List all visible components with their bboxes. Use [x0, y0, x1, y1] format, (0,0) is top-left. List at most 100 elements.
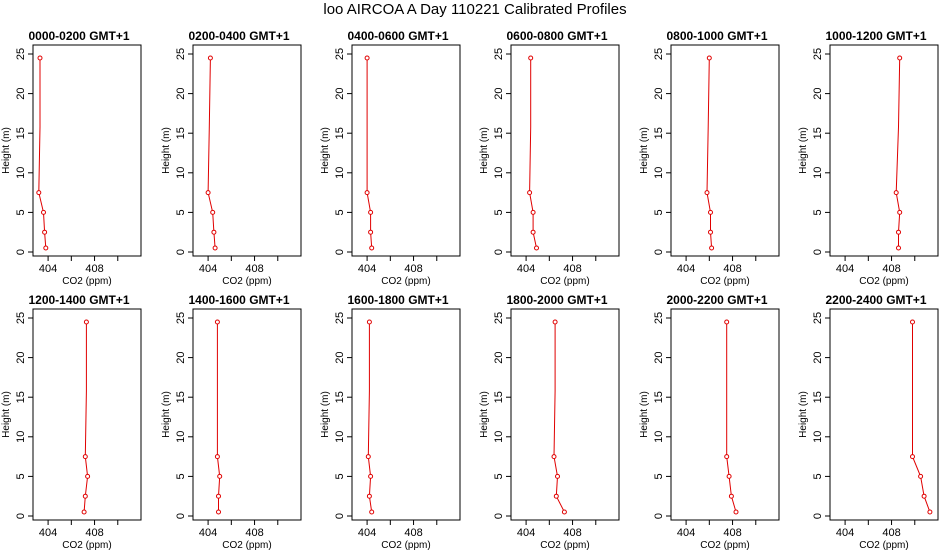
y-axis-label: Height (m) — [639, 127, 650, 174]
plot-frame — [32, 44, 142, 257]
panel-title: 0600-0800 GMT+1 — [506, 29, 607, 43]
x-axis-label: CO2 (ppm) — [62, 540, 111, 550]
data-point — [910, 454, 915, 460]
data-point — [534, 245, 539, 251]
y-tick-label: 10 — [175, 431, 187, 443]
y-tick-label: 15 — [493, 127, 505, 139]
panel-title: 0400-0600 GMT+1 — [347, 29, 448, 43]
data-point — [366, 493, 372, 499]
plot-frame — [510, 44, 620, 257]
y-tick-label: 25 — [15, 48, 27, 60]
x-tick-label: 404 — [39, 527, 57, 539]
profile-line — [726, 322, 737, 513]
x-tick-label: 404 — [39, 263, 57, 275]
plot-frame — [670, 308, 780, 521]
x-tick-label: 404 — [358, 263, 376, 275]
x-tick-label: 408 — [882, 263, 900, 275]
y-tick-label: 25 — [334, 312, 346, 324]
data-point — [85, 473, 91, 479]
profile-line — [83, 322, 89, 513]
x-axis-label: CO2 (ppm) — [381, 276, 430, 287]
data-point — [724, 454, 730, 460]
data-point — [36, 190, 42, 196]
y-tick-label: 20 — [175, 87, 187, 99]
x-axis-label: CO2 (ppm) — [700, 540, 749, 550]
data-point — [897, 55, 903, 61]
x-tick-label: 404 — [677, 527, 695, 539]
y-tick-label: 5 — [493, 473, 505, 479]
panel-title: 0200-0400 GMT+1 — [188, 29, 289, 43]
plot-frame — [829, 44, 939, 257]
y-tick-label: 15 — [334, 391, 346, 403]
profile-line — [706, 57, 713, 249]
y-tick-label: 0 — [175, 513, 187, 519]
y-axis-label: Height (m) — [1, 391, 12, 438]
y-tick-label: 20 — [812, 351, 824, 363]
y-tick-label: 0 — [493, 249, 505, 255]
y-axis-label: Height (m) — [479, 127, 490, 174]
y-tick-label: 0 — [653, 513, 665, 519]
panel-title: 1200-1400 GMT+1 — [28, 293, 129, 307]
x-axis-label: CO2 (ppm) — [62, 276, 111, 287]
y-tick-label: 0 — [15, 249, 27, 255]
y-tick-label: 20 — [653, 351, 665, 363]
y-tick-label: 0 — [493, 513, 505, 519]
data-point — [214, 319, 220, 325]
data-point — [733, 509, 739, 515]
y-tick-label: 10 — [653, 167, 665, 179]
y-tick-label: 5 — [15, 209, 27, 215]
y-tick-label: 0 — [175, 249, 187, 255]
data-point — [552, 319, 558, 325]
y-tick-label: 15 — [175, 127, 187, 139]
y-tick-label: 15 — [812, 391, 824, 403]
data-point — [369, 509, 375, 515]
x-axis-label: CO2 (ppm) — [540, 540, 589, 550]
y-tick-label: 15 — [653, 391, 665, 403]
data-point — [216, 509, 221, 515]
y-tick-label: 25 — [653, 312, 665, 324]
y-tick-label: 15 — [653, 127, 665, 139]
panel-title: 1800-2000 GMT+1 — [506, 293, 607, 307]
plot-frame — [510, 308, 620, 521]
plot-frame — [829, 308, 939, 521]
x-tick-label: 404 — [199, 527, 217, 539]
data-point — [728, 493, 734, 499]
panel-title: 1400-1600 GMT+1 — [188, 293, 289, 307]
y-tick-label: 20 — [493, 87, 505, 99]
y-tick-label: 25 — [812, 48, 824, 60]
x-tick-label: 404 — [836, 263, 854, 275]
plot-frame — [192, 44, 302, 257]
panel-title: 1000-1200 GMT+1 — [825, 29, 926, 43]
data-point — [41, 209, 46, 215]
y-tick-label: 10 — [493, 431, 505, 443]
y-tick-label: 10 — [653, 431, 665, 443]
data-point — [555, 473, 560, 479]
x-tick-label: 408 — [563, 527, 581, 539]
y-axis-label: Height (m) — [798, 127, 809, 174]
y-tick-label: 10 — [812, 167, 824, 179]
data-point — [211, 229, 217, 235]
y-tick-label: 0 — [334, 249, 346, 255]
x-axis-label: CO2 (ppm) — [540, 276, 589, 287]
y-tick-label: 25 — [653, 48, 665, 60]
profile-line — [529, 58, 537, 249]
y-tick-label: 10 — [334, 167, 346, 179]
data-point — [368, 209, 374, 215]
x-axis-label: CO2 (ppm) — [859, 276, 908, 287]
x-tick-label: 408 — [563, 263, 581, 275]
y-tick-label: 25 — [175, 312, 187, 324]
y-tick-label: 25 — [812, 312, 824, 324]
x-axis-label: CO2 (ppm) — [859, 540, 908, 550]
data-point — [709, 245, 715, 251]
y-tick-label: 20 — [653, 87, 665, 99]
data-point — [896, 245, 901, 251]
data-point — [561, 509, 567, 515]
